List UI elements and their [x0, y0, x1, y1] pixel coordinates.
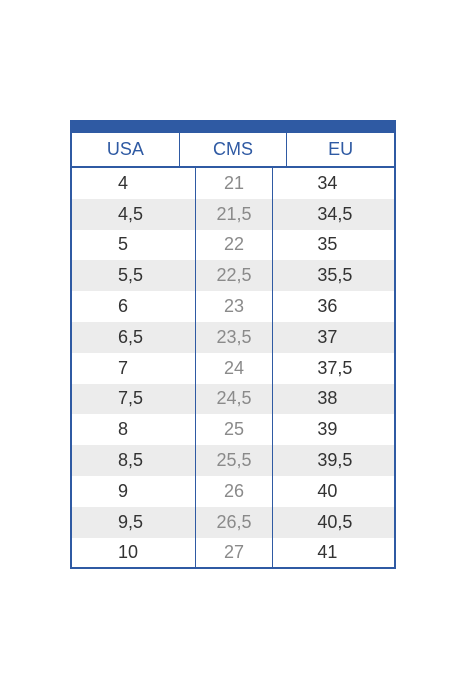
- header-cms: CMS: [180, 133, 288, 166]
- cell-usa: 5: [72, 229, 196, 261]
- table-row: 8,5 25,5 39,5: [72, 445, 394, 476]
- table-row: 7,5 24,5 38: [72, 383, 394, 415]
- cell-eu: 37,5: [317, 357, 353, 378]
- header-eu: EU: [328, 139, 354, 159]
- table-row: 8 25 39: [72, 414, 394, 446]
- cell-cms: 24: [196, 352, 274, 384]
- cell-usa: 6,5: [72, 321, 196, 353]
- cell-usa: 10: [72, 537, 196, 569]
- cell-usa: 9,5: [72, 506, 196, 538]
- cell-cms: 27: [196, 537, 274, 569]
- table-row: 9 26 40: [72, 475, 394, 507]
- cell-cms: 22,5: [196, 260, 274, 292]
- table-row: 7 24 37,5: [72, 352, 394, 384]
- table-body: 4 21 34 4,5 21,5 34,5 5 22 35 5,5 22,5 35,5 6 23 36 6,5…: [72, 168, 394, 569]
- cell-usa: 4: [72, 168, 196, 199]
- cell-eu: 39: [317, 419, 338, 440]
- cell-usa: 8,5: [72, 445, 196, 476]
- cell-cms: 26,5: [196, 506, 274, 538]
- cell-eu: 37: [317, 326, 338, 347]
- cell-eu: 36: [317, 296, 338, 317]
- cell-cms: 23: [196, 291, 274, 322]
- cell-cms: 25,5: [196, 445, 274, 476]
- table-row: 6,5 23,5 37: [72, 321, 394, 353]
- table-row: 10 27 41: [72, 537, 394, 569]
- cell-eu: 34: [317, 172, 338, 193]
- cell-cms: 21: [196, 168, 274, 199]
- cell-cms: 24,5: [196, 383, 274, 415]
- cell-eu: 40: [317, 480, 338, 501]
- cell-cms: 21,5: [196, 198, 274, 230]
- cell-usa: 4,5: [72, 198, 196, 230]
- cell-cms: 25: [196, 414, 274, 446]
- table-row: 4 21 34: [72, 168, 394, 199]
- table-row: 5,5 22,5 35,5: [72, 260, 394, 292]
- cell-usa: 9: [72, 475, 196, 507]
- cell-usa: 7: [72, 352, 196, 384]
- table-row: 9,5 26,5 40,5: [72, 506, 394, 538]
- cell-eu: 34,5: [317, 203, 353, 224]
- cell-eu: 39,5: [317, 450, 353, 471]
- cell-usa: 5,5: [72, 260, 196, 292]
- table-header-row: USA CMS EU: [72, 133, 394, 168]
- cell-cms: 22: [196, 229, 274, 261]
- cell-eu: 35,5: [317, 265, 353, 286]
- table-row: 6 23 36: [72, 291, 394, 322]
- cell-usa: 6: [72, 291, 196, 322]
- table-row: 4,5 21,5 34,5: [72, 198, 394, 230]
- header-usa: USA: [72, 133, 180, 166]
- cell-cms: 23,5: [196, 321, 274, 353]
- cell-eu: 38: [317, 388, 338, 409]
- table-row: 5 22 35: [72, 229, 394, 261]
- size-chart-table: USA CMS EU 4 21 34 4,5 21,5 34,5 5 22 35 5,5 22,5 3…: [70, 120, 396, 569]
- cell-usa: 8: [72, 414, 196, 446]
- cell-cms: 26: [196, 475, 274, 507]
- cell-eu: 41: [317, 542, 338, 563]
- cell-usa: 7,5: [72, 383, 196, 415]
- cell-eu: 35: [317, 234, 338, 255]
- cell-eu: 40,5: [317, 511, 353, 532]
- table-top-bar: [72, 120, 394, 133]
